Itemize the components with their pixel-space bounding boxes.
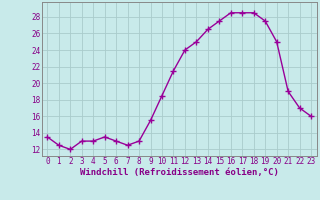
X-axis label: Windchill (Refroidissement éolien,°C): Windchill (Refroidissement éolien,°C) [80, 168, 279, 177]
